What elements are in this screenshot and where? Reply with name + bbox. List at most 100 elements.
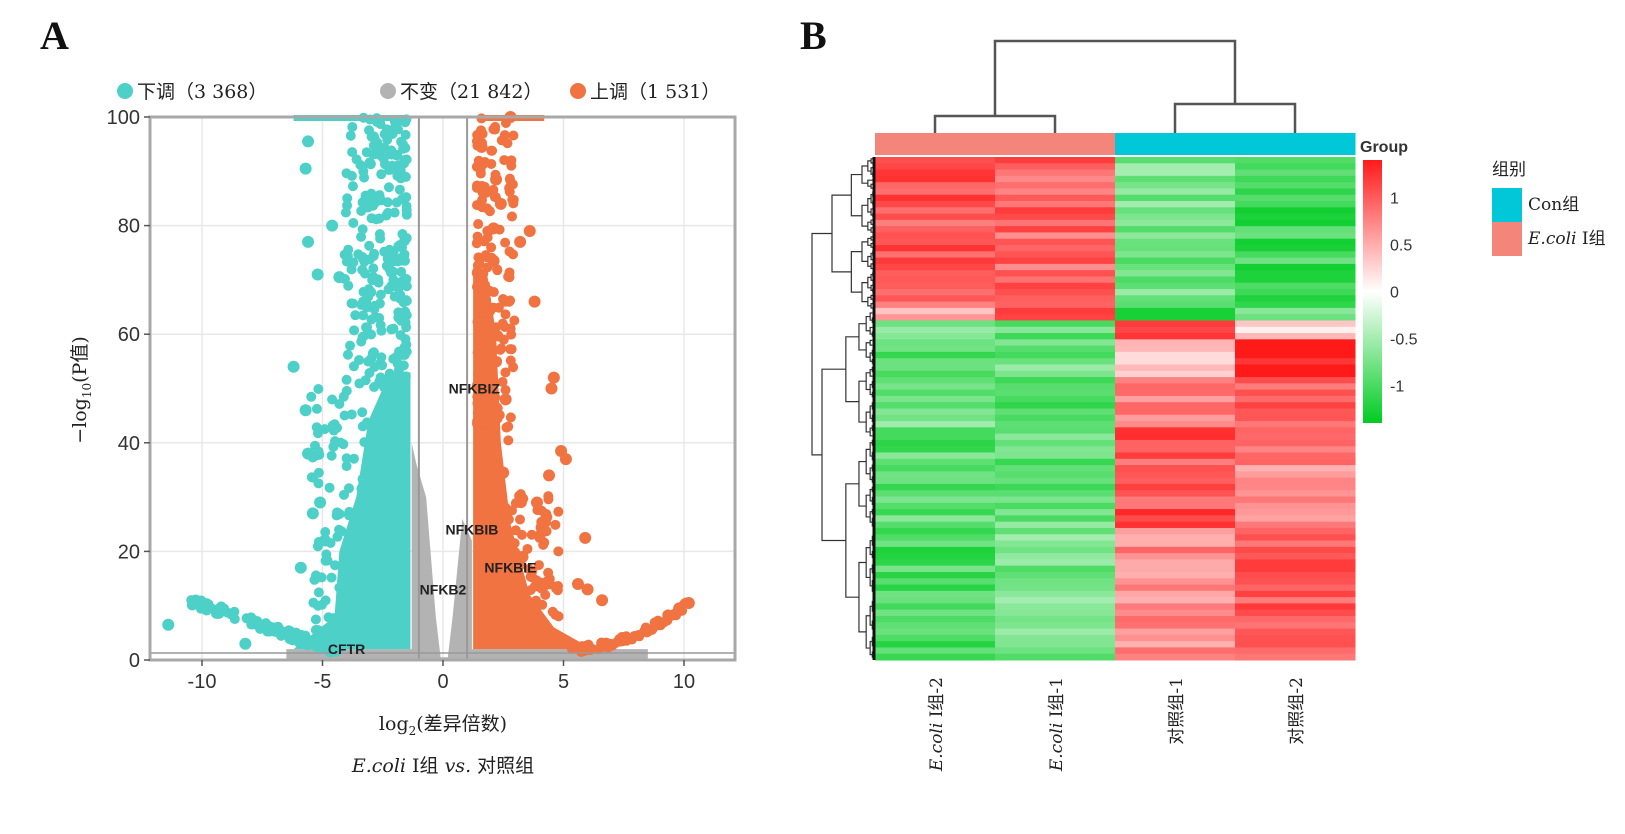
up-point [519, 620, 530, 631]
heatmap-cell [1115, 245, 1236, 252]
up-point [506, 211, 517, 222]
up-point [477, 184, 488, 195]
up-outlier-point [497, 466, 510, 479]
heatmap-cell [1115, 289, 1236, 296]
down-point [328, 613, 339, 624]
heatmap-cell [1115, 628, 1236, 636]
down-point [372, 560, 383, 571]
down-point [348, 218, 359, 229]
heatmap-cell [995, 213, 1116, 221]
up-point [504, 183, 515, 194]
heatmap-cell [875, 389, 996, 397]
heatmap-cell [995, 358, 1116, 365]
down-point [342, 349, 353, 360]
down-point [401, 310, 412, 321]
heatmap-cell [875, 578, 996, 586]
down-point [388, 353, 399, 364]
heatmap-cell [995, 546, 1116, 554]
heatmap-cell [995, 182, 1116, 189]
heatmap-cell [875, 603, 996, 611]
heatmap-cell [875, 219, 996, 227]
heatmap-cell [1235, 276, 1356, 284]
heatmap-cell [1235, 414, 1356, 422]
up-point [499, 155, 510, 166]
up-point [517, 529, 528, 540]
x-tick-label: 0 [437, 671, 448, 693]
heatmap-cell [1235, 270, 1356, 277]
dendrogram-branch [1173, 102, 1297, 133]
heatmap-cell [1235, 213, 1356, 221]
down-outlier-point [294, 561, 307, 574]
heatmap-cell [1115, 301, 1236, 309]
group-annotation-cell [1235, 133, 1356, 155]
dendrogram-branch [861, 165, 868, 184]
down-point [365, 458, 376, 469]
heatmap-cell [875, 232, 996, 240]
down-point [310, 614, 321, 625]
down-point [306, 472, 317, 483]
up-point [480, 402, 491, 413]
heatmap-cell [875, 295, 996, 303]
column-label: 对照组-2 [1287, 677, 1307, 745]
down-point [347, 147, 358, 158]
up-point [508, 130, 519, 141]
heatmap-cell [995, 263, 1116, 271]
dendrogram-branch [861, 204, 868, 227]
up-point [497, 376, 508, 387]
heatmap-cell [875, 333, 996, 340]
down-point [215, 607, 226, 618]
heatmap-cell [1115, 188, 1236, 196]
group-annotation-cell [995, 133, 1116, 155]
heatmap-cell [1235, 301, 1356, 309]
up-point [500, 384, 511, 395]
heatmap-cell [875, 571, 996, 579]
down-point [342, 193, 353, 204]
up-outlier-point [581, 583, 594, 596]
heatmap-cell [1115, 232, 1236, 240]
up-dense-region [473, 269, 593, 650]
heatmap-cell [1235, 628, 1356, 636]
up-point [667, 610, 678, 621]
heatmap-cell [875, 641, 996, 648]
up-point [508, 249, 519, 260]
down-point [357, 407, 368, 418]
heatmap-cell [1235, 289, 1356, 296]
heatmap-cell [995, 169, 1116, 177]
heatmap-cell [1235, 509, 1356, 516]
heatmap-cell [1115, 559, 1236, 567]
up-outlier-point [559, 453, 572, 466]
heatmap-cell [995, 603, 1116, 611]
up-point [474, 301, 485, 312]
down-outlier-point [333, 271, 346, 284]
up-point [509, 538, 520, 549]
down-point [397, 194, 408, 205]
down-outlier-point [318, 534, 331, 547]
down-point [338, 391, 349, 402]
down-point [343, 244, 354, 255]
heatmap-cell [1235, 326, 1356, 334]
heatmap-cell [1235, 339, 1356, 347]
heatmap-cell [1235, 163, 1356, 171]
legend-label-down: 下调（3 368） [137, 81, 267, 103]
down-outlier-point [302, 135, 315, 148]
heatmap-cell [1115, 634, 1236, 642]
heatmap-cell [1235, 433, 1356, 441]
heatmap-cell [875, 634, 996, 642]
heatmap-cell [1235, 597, 1356, 604]
group-legend-swatch [1492, 222, 1522, 256]
up-point [481, 345, 492, 356]
heatmap-cell [1115, 496, 1236, 504]
down-outlier-point [306, 507, 319, 520]
down-point [356, 231, 367, 242]
up-point [522, 638, 533, 649]
up-point [519, 607, 530, 618]
heatmap-cell [995, 502, 1116, 510]
heatmap-cell [1115, 377, 1236, 384]
up-point [500, 309, 511, 320]
heatmap-cell [1115, 546, 1236, 554]
y-tick-label: 80 [118, 216, 140, 238]
group-legend-swatch [1492, 188, 1522, 222]
up-point [492, 356, 503, 367]
